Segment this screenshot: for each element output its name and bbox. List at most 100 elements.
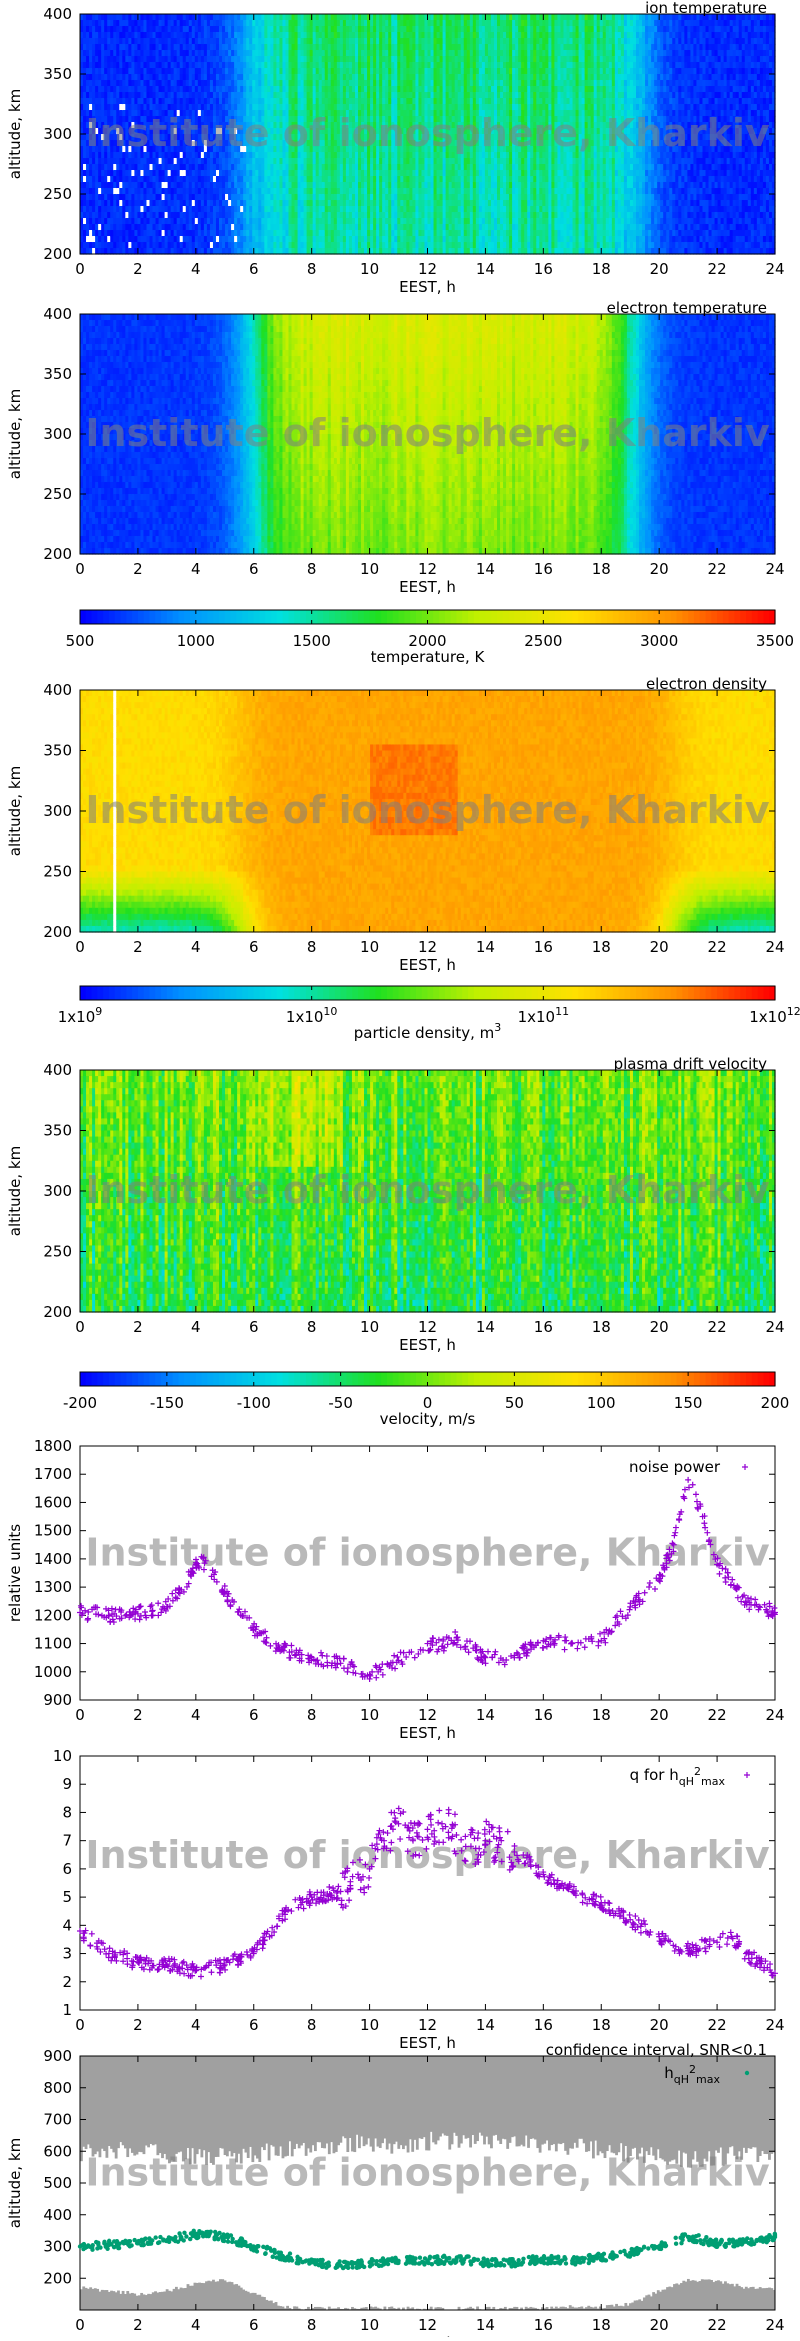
- data-point: [208, 2230, 212, 2234]
- colorbar-swatch: [121, 610, 127, 624]
- colorbar-swatch: [144, 1372, 150, 1386]
- data-point: [679, 2241, 683, 2245]
- x-tick-label: 8: [307, 938, 317, 956]
- data-point: [271, 2255, 275, 2259]
- data-point: [362, 2265, 366, 2269]
- x-tick-label: 4: [191, 1706, 201, 1724]
- colorbar-swatch: [758, 986, 764, 1000]
- y-tick-label: 1200: [34, 1606, 72, 1624]
- data-point: [89, 1931, 95, 1937]
- x-tick-label: 8: [307, 1318, 317, 1336]
- data-point: [580, 2256, 584, 2260]
- data-point: [146, 2241, 150, 2245]
- colorbar-swatch: [150, 610, 156, 624]
- colorbar-swatch: [346, 986, 352, 1000]
- colorbar-swatch: [155, 1372, 161, 1386]
- colorbar-swatch: [219, 986, 225, 1000]
- legend-marker: [744, 1772, 750, 1778]
- colorbar-swatch: [283, 610, 289, 624]
- data-point: [652, 1586, 658, 1592]
- colorbar-swatch: [677, 610, 683, 624]
- colorbar-swatch: [561, 986, 567, 1000]
- data-point: [223, 2235, 227, 2239]
- data-point: [128, 2239, 132, 2243]
- colorbar-swatch: [677, 986, 683, 1000]
- y-tick-label: 1700: [34, 1465, 72, 1483]
- y-tick-label: 2: [62, 1973, 72, 1991]
- colorbar-swatch: [462, 610, 468, 624]
- data-point: [540, 1645, 546, 1651]
- colorbar-swatch: [514, 610, 520, 624]
- data-point: [452, 1629, 458, 1635]
- data-point: [107, 2243, 111, 2247]
- data-point: [226, 2239, 230, 2243]
- colorbar-swatch: [312, 986, 318, 1000]
- colorbar-swatch: [300, 986, 306, 1000]
- colorbar-swatch: [190, 986, 196, 1000]
- data-point: [344, 2264, 348, 2268]
- data-point: [598, 1894, 604, 1900]
- colorbar-swatch: [584, 1372, 590, 1386]
- x-tick-label: 14: [476, 560, 495, 578]
- x-tick-label: 10: [360, 1318, 379, 1336]
- data-point: [595, 2256, 599, 2260]
- data-point: [389, 2258, 393, 2262]
- colorbar-swatch: [439, 610, 445, 624]
- colorbar-swatch: [694, 610, 700, 624]
- x-tick-label: 24: [765, 1706, 784, 1724]
- colorbar-swatch: [370, 986, 376, 1000]
- data-point: [449, 2261, 453, 2265]
- data-point: [604, 2258, 608, 2262]
- colorbar-swatch: [572, 1372, 578, 1386]
- x-tick-label: 6: [249, 2016, 259, 2034]
- y-tick-label: 250: [43, 1243, 72, 1261]
- data-point: [577, 2260, 581, 2264]
- data-point: [558, 2260, 562, 2264]
- colorbar-swatch: [595, 986, 601, 1000]
- data-point: [112, 2239, 116, 2243]
- colorbar-swatch: [109, 986, 115, 1000]
- colorbar-swatch: [555, 986, 561, 1000]
- colorbar-swatch: [294, 986, 300, 1000]
- data-point: [382, 2260, 386, 2264]
- colorbar-swatch: [584, 986, 590, 1000]
- chart-title: plasma drift velocity: [614, 1055, 768, 1073]
- x-tick-label: 8: [307, 1706, 317, 1724]
- data-point: [274, 1923, 280, 1929]
- data-point: [631, 1921, 637, 1927]
- colorbar-swatch: [178, 986, 184, 1000]
- colorbar-swatch: [167, 610, 173, 624]
- colorbar-swatch: [433, 986, 439, 1000]
- x-tick-label: 24: [765, 560, 784, 578]
- colorbar-tick-label: 1x109: [58, 1005, 103, 1026]
- colorbar-swatch: [236, 610, 242, 624]
- x-axis-label: EEST, h: [399, 578, 456, 596]
- colorbar-tick-label: 3500: [756, 632, 794, 650]
- colorbar-swatch: [590, 1372, 596, 1386]
- colorbar-swatch: [225, 610, 231, 624]
- data-point: [546, 2257, 550, 2261]
- x-tick-label: 4: [191, 2016, 201, 2034]
- data-point: [149, 1602, 155, 1608]
- data-point: [380, 1672, 386, 1678]
- colorbar-swatch: [346, 1372, 352, 1386]
- colorbar-swatch: [207, 610, 213, 624]
- colorbar-swatch: [317, 1372, 323, 1386]
- colorbar-swatch: [752, 1372, 758, 1386]
- data-point: [188, 2237, 192, 2241]
- data-point: [235, 2243, 239, 2247]
- colorbar-swatch: [491, 1372, 497, 1386]
- colorbar-swatch: [202, 1372, 208, 1386]
- data-point: [422, 2262, 426, 2266]
- colorbar-swatch: [161, 986, 167, 1000]
- colorbar-swatch: [671, 986, 677, 1000]
- colorbar-swatch: [642, 610, 648, 624]
- colorbar-swatch: [590, 610, 596, 624]
- colorbar-swatch: [231, 610, 237, 624]
- chart-title: ion temperature: [645, 0, 767, 17]
- x-tick-label: 16: [534, 260, 553, 278]
- data-point: [516, 2258, 520, 2262]
- data-point: [179, 2235, 183, 2239]
